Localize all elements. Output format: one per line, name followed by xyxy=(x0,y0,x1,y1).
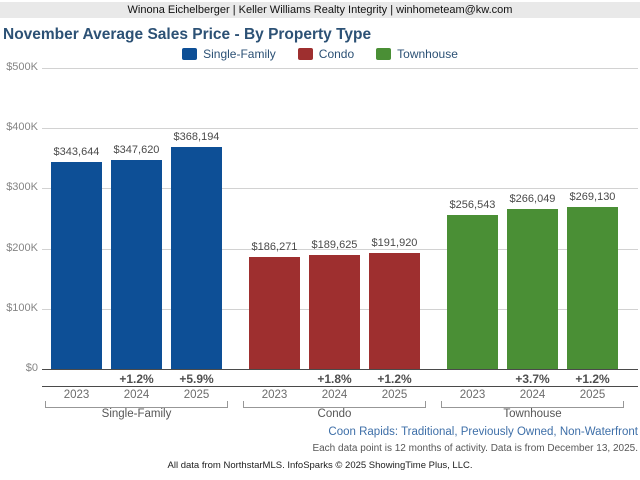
bar-condo-2024[interactable] xyxy=(309,255,360,369)
pct-change-label: +3.7% xyxy=(515,372,550,386)
y-axis-tick-label: $300K xyxy=(6,181,38,194)
bar-value-label: $368,194 xyxy=(173,131,220,143)
x-axis-year-label: 2024 xyxy=(519,389,546,401)
x-axis-year-label: 2025 xyxy=(579,389,606,401)
x-axis-year-label: 2025 xyxy=(381,389,408,401)
chart-title: November Average Sales Price - By Proper… xyxy=(3,26,372,43)
gridline xyxy=(42,248,638,250)
bar-townhouse-2025[interactable] xyxy=(567,207,618,369)
bar-value-label: $191,920 xyxy=(371,237,418,249)
legend-label: Single-Family xyxy=(203,47,276,61)
single-family-swatch-icon xyxy=(182,48,198,60)
y-axis-tick-label: $100K xyxy=(6,301,38,314)
x-axis-year-label: 2025 xyxy=(183,389,210,401)
x-axis-year-label: 2023 xyxy=(261,389,288,401)
bar-condo-2025[interactable] xyxy=(369,253,420,369)
x-axis-year-label: 2023 xyxy=(459,389,486,401)
x-axis-year-label: 2024 xyxy=(123,389,150,401)
pct-year-divider-line xyxy=(42,385,638,387)
y-axis-tick-label: $500K xyxy=(6,61,38,73)
group-label: Single-Family xyxy=(101,408,172,420)
gridline xyxy=(42,128,638,130)
bar-value-label: $266,049 xyxy=(509,193,556,205)
legend-item-townhouse[interactable]: Townhouse xyxy=(376,47,458,61)
attribution-text: All data from NorthstarMLS. InfoSparks ©… xyxy=(167,460,473,471)
legend-label: Condo xyxy=(318,47,355,61)
bar-single-family-2024[interactable] xyxy=(111,160,162,369)
group-bracket xyxy=(243,401,426,408)
bar-single-family-2023[interactable] xyxy=(51,162,102,369)
group-bracket xyxy=(441,401,624,408)
y-axis-tick-label: $200K xyxy=(6,241,38,254)
bar-value-label: $186,271 xyxy=(251,241,298,253)
y-axis-tick-label: $0 xyxy=(25,362,38,374)
bar-value-label: $343,644 xyxy=(53,146,100,158)
group-label: Condo xyxy=(317,408,352,420)
pct-change-label: +1.2% xyxy=(575,372,610,386)
x-axis-year-label: 2023 xyxy=(63,389,90,401)
bar-townhouse-2023[interactable] xyxy=(447,215,498,369)
bar-single-family-2025[interactable] xyxy=(171,147,222,369)
pct-change-label: +1.2% xyxy=(119,372,154,386)
chart-legend: Single-Family Condo Townhouse xyxy=(0,46,640,62)
bar-value-label: $269,130 xyxy=(569,191,616,203)
legend-label: Townhouse xyxy=(397,47,458,61)
bar-chart-plot-area: $500K $400K $300K $200K $100K $0 $343,644 2023 $… xyxy=(0,60,640,432)
data-note: Each data point is 12 months of activity… xyxy=(312,443,638,454)
gridline xyxy=(42,68,638,69)
bar-value-label: $256,543 xyxy=(449,199,496,211)
bar-value-label: $189,625 xyxy=(311,239,358,251)
agent-contact-bar: Winona Eichelberger | Keller Williams Re… xyxy=(0,2,640,18)
bar-condo-2023[interactable] xyxy=(249,257,300,369)
legend-item-condo[interactable]: Condo xyxy=(297,47,355,61)
pct-change-label: +5.9% xyxy=(179,372,214,386)
bar-townhouse-2024[interactable] xyxy=(507,209,558,369)
group-bracket xyxy=(45,401,228,408)
gridline xyxy=(42,188,638,190)
group-label: Townhouse xyxy=(503,408,562,420)
pct-change-label: +1.2% xyxy=(377,372,412,386)
condo-swatch-icon xyxy=(297,48,313,60)
townhouse-swatch-icon xyxy=(376,48,392,60)
x-axis-year-label: 2024 xyxy=(321,389,348,401)
search-criteria-link[interactable]: Coon Rapids: Traditional, Previously Own… xyxy=(328,426,638,438)
y-axis-tick-label: $400K xyxy=(6,121,38,134)
legend-item-single-family[interactable]: Single-Family xyxy=(182,47,276,61)
pct-change-label: +1.8% xyxy=(317,372,352,386)
bar-value-label: $347,620 xyxy=(113,144,160,156)
x-axis-line xyxy=(42,369,638,370)
